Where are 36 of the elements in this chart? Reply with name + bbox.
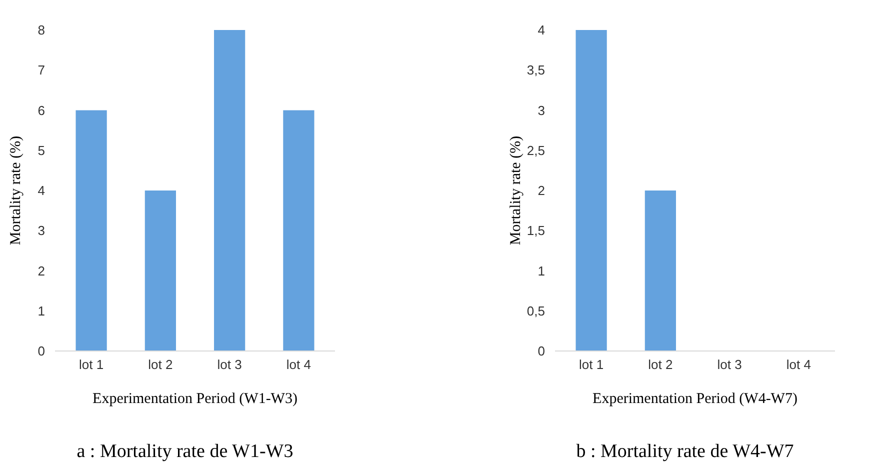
y-tick-label: 8 (38, 22, 45, 38)
x-tick-label: lot 1 (79, 357, 104, 372)
x-tick-label: lot 4 (786, 357, 811, 372)
x-tick-label: lot 4 (286, 357, 311, 372)
x-axis-title: Experimentation Period (W1-W3) (92, 391, 298, 407)
x-axis-title: Experimentation Period (W4-W7) (592, 391, 798, 407)
bar (76, 110, 107, 351)
y-tick-label: 5 (38, 142, 45, 158)
y-axis-title: Mortality rate (%) (508, 136, 524, 246)
x-tick-label: lot 2 (648, 357, 673, 372)
x-tick-label: lot 3 (717, 357, 742, 372)
y-tick-label: 4 (538, 22, 545, 38)
bar (214, 30, 246, 351)
x-tick-label: lot 2 (148, 357, 173, 372)
y-tick-label: 0 (538, 344, 545, 359)
bar (144, 190, 176, 351)
y-axis-title: Mortality rate (%) (8, 136, 24, 246)
y-tick-label: 1 (538, 263, 545, 278)
bar (283, 110, 314, 351)
y-tick-label: 4 (38, 183, 45, 198)
y-tick-label: 2,5 (526, 142, 545, 158)
x-tick-label: lot 1 (579, 357, 604, 372)
y-tick-label: 2 (38, 263, 45, 278)
x-tick-label: lot 3 (217, 357, 242, 372)
y-tick-label: 0 (38, 344, 45, 359)
y-tick-label: 1,5 (526, 223, 545, 238)
y-tick-label: 6 (38, 102, 45, 118)
y-tick-label: 3,5 (526, 62, 545, 78)
text: b : Mortality rate de W4-W7 (576, 441, 794, 462)
text: a : Mortality rate de W1-W3 (76, 441, 294, 462)
y-tick-label: 0,5 (526, 303, 545, 318)
y-tick-label: 2 (538, 183, 545, 198)
y-tick-label: 3 (38, 223, 45, 238)
y-tick-label: 3 (538, 102, 545, 118)
y-tick-label: 7 (38, 62, 45, 78)
y-tick-label: 1 (38, 303, 45, 318)
